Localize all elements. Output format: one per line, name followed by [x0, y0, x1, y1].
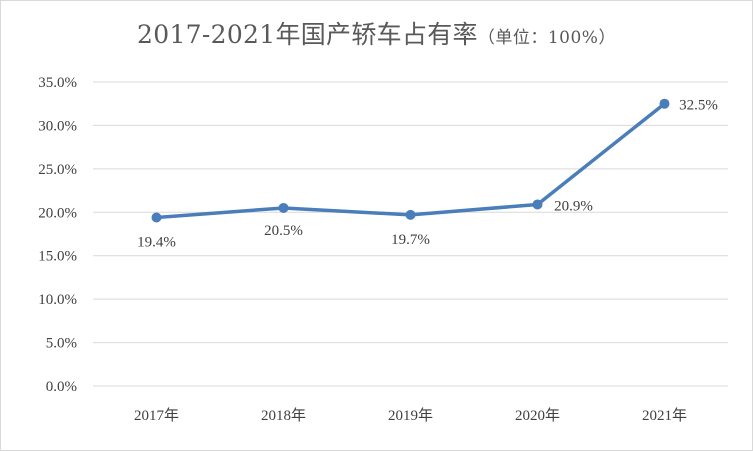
y-tick-label: 30.0%: [38, 118, 77, 134]
y-tick-label: 0.0%: [46, 379, 77, 395]
data-point: [659, 98, 670, 109]
chart-title: 2017-2021年国产轿车占有率（单位：100%）: [1, 15, 752, 51]
data-point: [405, 209, 416, 220]
y-tick-label: 10.0%: [38, 292, 77, 308]
chart-title-unit: （单位：100%）: [477, 28, 616, 48]
data-label: 20.9%: [554, 198, 593, 214]
x-tick-label: 2018年: [261, 407, 306, 424]
x-tick-label: 2019年: [388, 407, 433, 424]
x-tick-label: 2021年: [642, 407, 687, 424]
y-tick-label: 35.0%: [38, 75, 77, 91]
data-label: 19.7%: [391, 232, 430, 248]
data-point: [532, 199, 543, 210]
data-label: 19.4%: [137, 234, 176, 250]
data-point: [278, 202, 289, 213]
chart-title-main: 2017-2021年国产轿车占有率: [137, 20, 478, 49]
data-label: 32.5%: [679, 98, 718, 114]
y-tick-label: 15.0%: [38, 249, 77, 265]
y-tick-label: 25.0%: [38, 162, 77, 178]
x-tick-label: 2020年: [515, 407, 560, 424]
data-label: 20.5%: [264, 223, 303, 239]
x-tick-label: 2017年: [134, 407, 179, 424]
y-tick-label: 5.0%: [46, 336, 77, 352]
y-tick-label: 20.0%: [38, 205, 77, 221]
data-point: [151, 212, 162, 223]
